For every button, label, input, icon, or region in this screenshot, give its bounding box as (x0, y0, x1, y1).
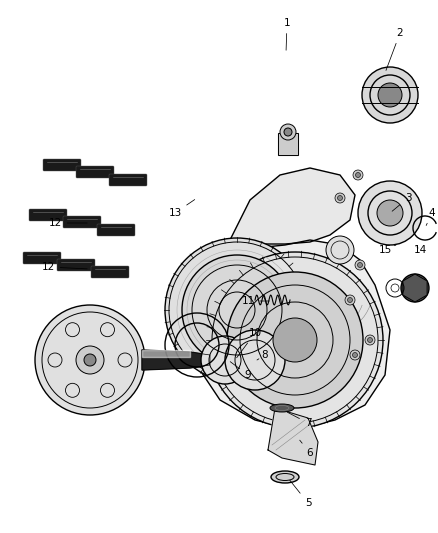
Circle shape (84, 354, 96, 366)
FancyBboxPatch shape (23, 252, 61, 264)
Text: 6: 6 (300, 440, 313, 458)
Circle shape (284, 128, 292, 136)
Circle shape (355, 260, 365, 270)
Bar (278, 133, 298, 155)
Text: 5: 5 (290, 480, 311, 508)
Bar (278, 133, 298, 155)
Circle shape (367, 217, 372, 222)
FancyBboxPatch shape (109, 174, 147, 186)
Circle shape (182, 255, 292, 365)
Circle shape (280, 124, 296, 140)
Text: 14: 14 (413, 245, 427, 255)
Polygon shape (403, 274, 427, 302)
Text: 12: 12 (41, 262, 87, 272)
FancyBboxPatch shape (63, 216, 101, 228)
Circle shape (367, 337, 372, 343)
Circle shape (350, 350, 360, 360)
Text: 2: 2 (386, 28, 403, 70)
Ellipse shape (271, 471, 299, 483)
Circle shape (378, 83, 402, 107)
Circle shape (356, 173, 360, 177)
Ellipse shape (270, 404, 294, 412)
Text: 4: 4 (426, 208, 435, 225)
Circle shape (35, 305, 145, 415)
Circle shape (377, 200, 403, 226)
Circle shape (345, 295, 355, 305)
Circle shape (165, 238, 309, 382)
Circle shape (335, 193, 345, 203)
FancyBboxPatch shape (76, 166, 114, 178)
Circle shape (358, 181, 422, 245)
Polygon shape (268, 408, 318, 465)
Text: 13: 13 (168, 199, 195, 218)
FancyBboxPatch shape (97, 224, 135, 236)
Polygon shape (225, 168, 355, 244)
FancyBboxPatch shape (29, 209, 67, 221)
Circle shape (326, 236, 354, 264)
Circle shape (365, 215, 375, 225)
Text: 11: 11 (241, 296, 269, 306)
Polygon shape (142, 350, 190, 357)
FancyBboxPatch shape (91, 266, 129, 278)
Circle shape (225, 330, 285, 390)
Circle shape (357, 262, 363, 268)
Text: 12: 12 (48, 218, 87, 228)
Circle shape (273, 318, 317, 362)
Polygon shape (142, 350, 210, 370)
Circle shape (227, 272, 363, 408)
Circle shape (353, 170, 363, 180)
Circle shape (347, 297, 353, 303)
Text: 9: 9 (230, 362, 251, 380)
Text: 15: 15 (378, 245, 396, 255)
Text: 7: 7 (287, 413, 311, 428)
Circle shape (407, 280, 423, 296)
Circle shape (207, 252, 383, 428)
Circle shape (76, 346, 104, 374)
Circle shape (401, 274, 429, 302)
Circle shape (365, 335, 375, 345)
FancyBboxPatch shape (43, 159, 81, 171)
FancyBboxPatch shape (57, 259, 95, 271)
Circle shape (338, 196, 343, 200)
Text: 3: 3 (392, 193, 411, 211)
Circle shape (353, 352, 357, 358)
Text: 1: 1 (284, 18, 290, 50)
Circle shape (362, 67, 418, 123)
Polygon shape (172, 240, 390, 430)
Text: 8: 8 (257, 350, 268, 360)
Circle shape (201, 336, 249, 384)
Text: 10: 10 (237, 328, 261, 358)
